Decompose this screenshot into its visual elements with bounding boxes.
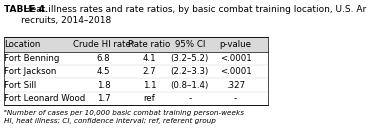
Text: Fort Benning: Fort Benning: [4, 54, 59, 63]
Text: 6.8: 6.8: [97, 54, 110, 63]
Text: -: -: [188, 94, 192, 103]
Text: p-value: p-value: [219, 40, 252, 49]
Text: Fort Jackson: Fort Jackson: [4, 67, 57, 76]
Text: .327: .327: [226, 80, 245, 90]
Text: 1.7: 1.7: [97, 94, 110, 103]
Bar: [4, 37, 268, 52]
Bar: [4, 37, 268, 105]
Text: Fort Leonard Wood: Fort Leonard Wood: [4, 94, 86, 103]
Text: Heat illness rates and rate ratios, by basic combat training location, U.S. Army: Heat illness rates and rate ratios, by b…: [21, 5, 367, 25]
Text: HI, heat illness; CI, confidence interval; ref, referent group: HI, heat illness; CI, confidence interva…: [4, 118, 216, 124]
Text: 2.7: 2.7: [143, 67, 156, 76]
Text: Crude HI rateᵃ: Crude HI rateᵃ: [73, 40, 134, 49]
Text: <.0001: <.0001: [220, 67, 251, 76]
Text: -: -: [234, 94, 237, 103]
Text: (2.2–3.3): (2.2–3.3): [171, 67, 209, 76]
Text: 1.1: 1.1: [143, 80, 156, 90]
Text: ᵃNumber of cases per 10,000 basic combat training person-weeks: ᵃNumber of cases per 10,000 basic combat…: [4, 110, 244, 116]
Text: 1.8: 1.8: [97, 80, 110, 90]
Text: Location: Location: [4, 40, 40, 49]
Text: Rate ratio: Rate ratio: [128, 40, 171, 49]
Text: (0.8–1.4): (0.8–1.4): [171, 80, 209, 90]
Text: ref: ref: [143, 94, 155, 103]
Text: 4.1: 4.1: [143, 54, 156, 63]
Text: Fort Sill: Fort Sill: [4, 80, 36, 90]
Text: <.0001: <.0001: [220, 54, 251, 63]
Text: 95% CI: 95% CI: [175, 40, 205, 49]
Text: 4.5: 4.5: [97, 67, 110, 76]
Text: TABLE 4.: TABLE 4.: [4, 5, 48, 14]
Text: (3.2–5.2): (3.2–5.2): [171, 54, 209, 63]
